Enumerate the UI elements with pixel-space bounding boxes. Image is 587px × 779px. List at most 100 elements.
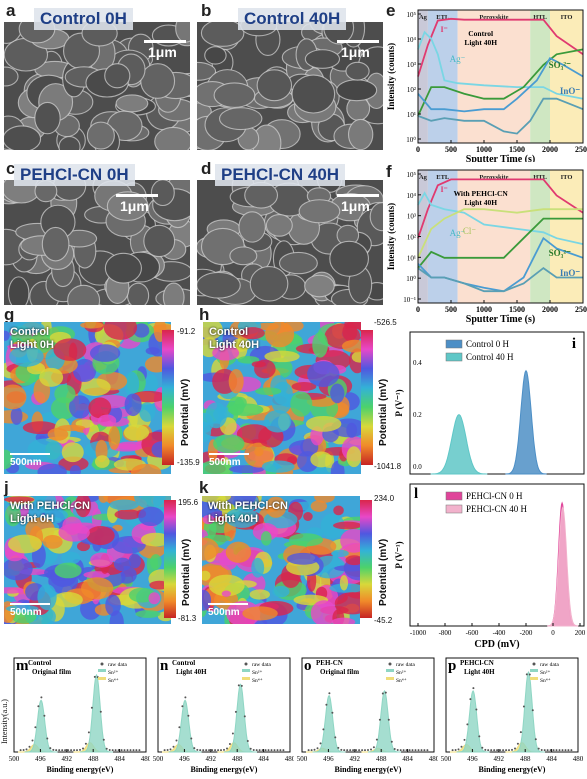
potential-domain [34,496,57,514]
potential-domain [310,600,337,624]
species-label-so: SO₃²⁻ [549,248,571,258]
raw-data-point [396,749,399,751]
potential-domain [310,451,333,468]
colorbar-j [164,500,176,618]
x-tick-label: 1000 [476,145,492,154]
kpfm-map-j: With PEHCl-CN Light 0H 500nm [4,496,171,624]
grain [115,94,149,113]
panel-letter-o: o [304,658,312,674]
potential-domain [4,384,27,410]
x-axis-label: Binding energy(eV) [479,765,546,774]
potential-domain [124,371,140,397]
legend-swatch [530,669,538,672]
xps-title-line-2: Original film [32,668,71,676]
potential-domain [330,383,345,404]
raw-data-point [522,705,525,708]
raw-data-point [546,749,549,752]
potential-domain [261,460,295,473]
x-tick-label: 484 [546,755,557,763]
x-tick-label: 0 [416,305,420,314]
region-label: HTL [533,174,547,181]
raw-data-point [166,749,169,751]
grain [200,22,245,47]
x-tick-label: 2500 [575,305,587,314]
potential-domain [113,557,132,572]
raw-data-point [108,749,111,751]
raw-data-point [496,749,499,752]
x-axis-label: Sputter Time (s) [466,314,535,325]
y-axis-label: Intensity (counts) [386,43,396,110]
legend-label: PEHCl-CN 40 H [466,504,528,514]
raw-data-point [223,748,225,751]
raw-data-point [519,731,522,734]
legend-swatch [242,677,250,680]
raw-data-point [481,746,484,749]
series-line [417,266,583,293]
raw-data-point [187,714,190,717]
x-tick-label: 484 [402,755,413,763]
legend-label: Control 0 H [466,339,510,349]
raw-data-point [454,749,457,751]
raw-data-point [111,749,114,752]
grain [175,22,190,43]
x-tick-label: 488 [376,755,387,763]
raw-data-point [76,749,78,752]
potential-domain [58,523,90,542]
raw-data-point [249,747,252,750]
grain [345,61,370,81]
annotation-line-1: With PEHCl-CN [454,189,509,198]
raw-data-point [537,747,540,750]
sem-grain-texture [4,22,190,150]
potential-map [4,322,171,474]
raw-data-point [105,747,108,750]
cbar-min-j: -81.3 [178,614,197,623]
grain [197,271,241,299]
raw-data-point [90,706,93,709]
potential-domain [272,381,293,406]
grain [140,63,176,99]
raw-data-point [276,749,279,752]
legend-label: Sn²⁺ [252,669,262,676]
panel-letter-d: d [201,159,212,178]
grain [347,118,374,150]
grain [86,121,115,150]
raw-data-point [340,748,343,751]
grain [256,69,293,102]
distribution-area [430,413,488,475]
raw-data-point [55,749,58,752]
legend-swatch [445,352,463,362]
y-tick-label: 0.4 [413,359,422,367]
species-label-ag: Ag⁻ [450,54,466,64]
potential-domain [203,460,233,474]
y-tick-label: 10¹ [407,111,416,119]
x-tick-label: 500 [297,755,308,763]
series-line [417,208,583,259]
potential-domain [50,397,76,420]
potential-domain [351,351,361,363]
region-label: Ag [419,174,428,181]
raw-data-point [37,705,40,708]
legend-swatch [98,677,106,680]
potential-domain [286,552,320,565]
grain [204,46,227,65]
x-tick-label: 488 [232,755,243,763]
raw-data-point [123,749,126,752]
y-tick-label: 10² [407,234,416,242]
potential-domain [86,525,115,546]
potential-domain [272,585,290,598]
grain [278,251,318,275]
legend-label: Sn²⁺ [540,669,550,676]
grain [304,49,341,69]
grain [238,211,266,243]
y-tick-label: 10¹ [407,254,416,262]
kpfm-title-j: With PEHCl-CN Light 0H [10,500,90,525]
potential-domain [265,322,295,348]
raw-data-point [384,691,387,694]
potential-domain [265,496,287,518]
series-line [417,97,584,135]
x-tick-label: 500 [445,145,457,154]
raw-data-point [570,749,573,752]
grain [369,202,383,232]
raw-data-point [252,749,255,751]
potential-domain [150,554,162,570]
